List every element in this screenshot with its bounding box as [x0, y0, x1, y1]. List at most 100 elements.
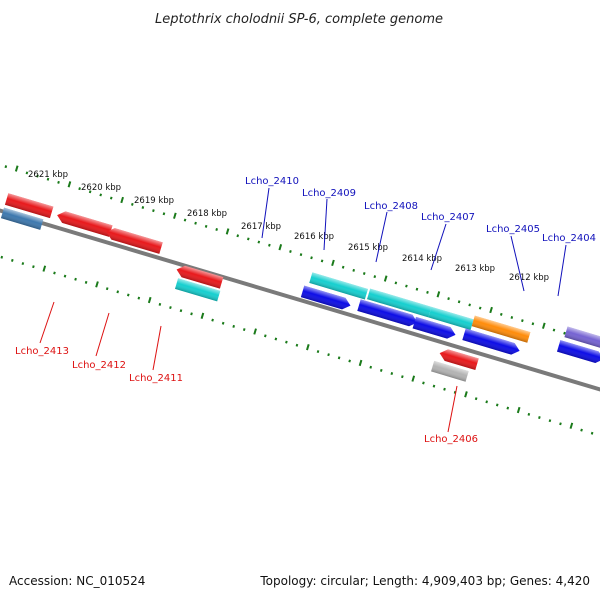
bottom-leader-lines — [39, 301, 458, 433]
gene-lcho-2413-feature[interactable] — [55, 209, 113, 237]
major-tick — [464, 391, 468, 398]
minor-tick — [405, 284, 408, 288]
gene-label-lcho-2409[interactable]: Lcho_2409 — [302, 188, 356, 199]
bottom-gene-labels: Lcho_2413 Lcho_2412 Lcho_2411 Lcho_2406 — [15, 346, 478, 445]
gene-arrow-blue[interactable] — [462, 328, 521, 357]
minor-tick — [285, 340, 288, 344]
minor-tick — [295, 343, 299, 347]
minor-tick — [11, 258, 14, 262]
gene-cyan-feature[interactable] — [174, 278, 221, 302]
major-tick — [411, 375, 416, 382]
gene-label-lcho-2404[interactable]: Lcho_2404 — [542, 233, 596, 244]
gene-lcho-2411-feature[interactable] — [175, 264, 224, 289]
gene-lcho-2406-feature[interactable] — [438, 347, 479, 371]
minor-tick — [506, 406, 510, 410]
minor-tick — [563, 331, 566, 335]
minor-tick — [348, 359, 351, 363]
minor-tick — [422, 381, 425, 385]
minor-tick — [531, 322, 535, 326]
minor-tick — [362, 272, 366, 275]
minor-tick — [211, 318, 214, 322]
minor-tick — [443, 387, 446, 391]
minor-tick — [105, 287, 109, 291]
minor-tick — [63, 274, 67, 278]
minor-tick — [99, 193, 103, 197]
minor-tick — [394, 281, 398, 285]
minor-tick — [137, 296, 141, 300]
major-tick — [253, 328, 257, 335]
gene-label-lcho-2405[interactable]: Lcho_2405 — [486, 224, 540, 235]
gene-arrow-blue[interactable] — [357, 299, 419, 328]
major-tick — [200, 312, 205, 319]
major-tick — [14, 165, 19, 172]
minor-tick — [88, 190, 92, 194]
minor-tick — [158, 302, 162, 306]
gene-arrow-blue[interactable] — [556, 340, 600, 365]
minor-tick — [379, 368, 383, 372]
minor-tick — [242, 328, 246, 332]
major-tick — [331, 259, 335, 267]
major-tick — [358, 359, 363, 367]
minor-tick — [53, 271, 56, 275]
minor-tick — [246, 237, 250, 241]
minor-tick — [415, 287, 419, 291]
tick-label: 2621 kbp — [28, 170, 68, 180]
gene-steel-feature[interactable] — [0, 207, 44, 230]
gene-label-lcho-2413[interactable]: Lcho_2413 — [15, 346, 69, 357]
minor-tick — [131, 202, 134, 206]
minor-tick — [341, 265, 345, 269]
minor-tick — [485, 400, 489, 404]
minor-tick — [194, 221, 197, 225]
minor-tick — [36, 174, 39, 178]
top-leader-lines — [261, 187, 567, 297]
gene-lcho-2409-feature[interactable] — [367, 288, 432, 318]
minor-tick — [162, 212, 166, 216]
minor-tick — [109, 196, 113, 200]
tick-label: 2619 kbp — [134, 196, 174, 206]
minor-tick — [316, 350, 320, 354]
gene-lcho-2407-feature[interactable] — [471, 315, 531, 343]
gene-arrow-blue[interactable] — [300, 285, 352, 312]
gene-grey-feature[interactable] — [431, 360, 469, 382]
minor-tick — [495, 403, 499, 407]
minor-tick — [552, 328, 556, 332]
gene-label-lcho-2406[interactable]: Lcho_2406 — [424, 434, 478, 445]
gene-label-lcho-2410[interactable]: Lcho_2410 — [245, 176, 299, 187]
minor-tick — [369, 365, 373, 369]
minor-tick — [204, 224, 208, 228]
minor-tick — [352, 268, 356, 272]
major-tick — [516, 406, 521, 414]
minor-tick — [499, 312, 503, 316]
gene-lcho-2410-feature[interactable] — [309, 272, 368, 300]
minor-tick — [337, 356, 341, 360]
minor-tick — [320, 259, 324, 263]
minor-tick — [183, 218, 187, 222]
minor-tick — [327, 353, 330, 357]
minor-tick — [310, 256, 313, 260]
minor-tick — [521, 319, 524, 323]
gene-arrow-red[interactable] — [4, 193, 54, 219]
gene-arrow-blue[interactable] — [412, 316, 458, 341]
minor-tick — [57, 180, 60, 184]
gene-label-lcho-2407[interactable]: Lcho_2407 — [421, 212, 475, 223]
minor-tick — [78, 187, 81, 191]
gene-lcho-2412-feature[interactable] — [105, 226, 163, 254]
gene-label-lcho-2411[interactable]: Lcho_2411 — [129, 373, 183, 384]
minor-tick — [268, 243, 271, 247]
minor-tick — [21, 262, 25, 266]
minor-tick — [179, 309, 183, 313]
topology-text: Topology: circular; Length: 4,909,403 bp… — [260, 574, 590, 588]
minor-tick — [426, 290, 429, 294]
minor-tick — [257, 240, 261, 244]
minor-tick — [84, 280, 88, 284]
gene-label-lcho-2408[interactable]: Lcho_2408 — [364, 201, 418, 212]
forward-genes — [300, 272, 600, 365]
minor-tick — [432, 384, 436, 388]
gene-lcho-2408-feature[interactable] — [428, 306, 474, 330]
scale-labels: 2621 kbp 2620 kbp 2619 kbp 2618 kbp 2617… — [28, 170, 549, 283]
minor-tick — [457, 300, 461, 304]
gene-label-lcho-2412[interactable]: Lcho_2412 — [72, 360, 126, 371]
minor-tick — [580, 428, 583, 432]
tick-label: 2616 kbp — [294, 232, 334, 242]
